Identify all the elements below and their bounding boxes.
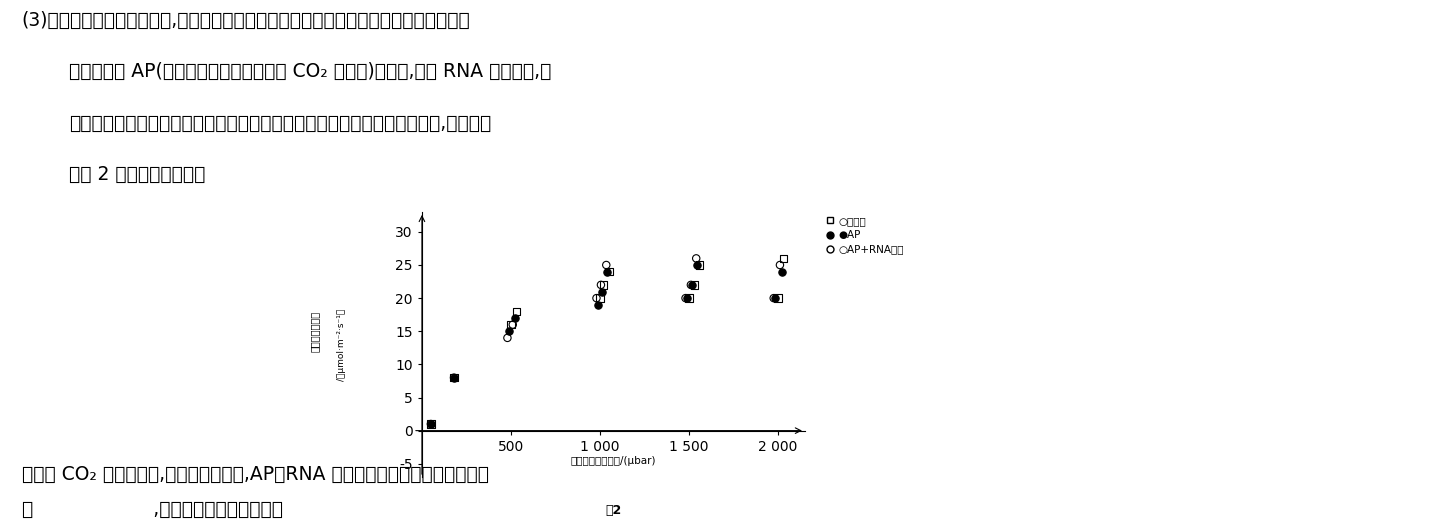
Point — [587, 301, 610, 309]
Point — [770, 267, 793, 276]
Point — [769, 261, 792, 269]
Text: 如图 2 所示。据此回答：: 如图 2 所示。据此回答： — [69, 165, 205, 184]
X-axis label: 胞间二氧化碳浓度/(μbar): 胞间二氧化碳浓度/(μbar) — [571, 456, 656, 466]
Point — [590, 281, 613, 289]
Point — [678, 294, 701, 302]
Point — [497, 327, 520, 335]
Point — [501, 320, 525, 329]
Point — [688, 261, 711, 269]
Point — [504, 307, 527, 316]
Legend: ○野生型, ●AP, ○AP+RNA干扰: ○野生型, ●AP, ○AP+RNA干扰 — [822, 212, 907, 259]
Point — [496, 334, 519, 342]
Point — [685, 261, 708, 269]
Text: 当胞间 CO₂ 浓度较高时,三种类型植株中,AP＋RNA 干扰型光合速率最高的原因可能: 当胞间 CO₂ 浓度较高时,三种类型植株中,AP＋RNA 干扰型光合速率最高的原… — [22, 464, 488, 483]
Point — [762, 294, 785, 302]
Point — [500, 320, 523, 329]
Text: 是                    ,进而促进光合作用过程。: 是 ,进而促进光合作用过程。 — [22, 500, 283, 519]
Point — [590, 287, 613, 296]
Text: /（μmol·m⁻²·s⁻¹）: /（μmol·m⁻²·s⁻¹） — [337, 308, 345, 381]
Point — [442, 373, 465, 382]
Point — [679, 281, 702, 289]
Point — [585, 294, 608, 302]
Point — [764, 294, 788, 302]
Point — [419, 420, 442, 428]
Point — [772, 254, 795, 263]
Point — [676, 294, 699, 302]
Point — [419, 420, 442, 428]
Point — [442, 373, 465, 382]
Point — [595, 267, 618, 276]
Point — [597, 267, 620, 276]
Point — [767, 294, 790, 302]
Point — [673, 294, 696, 302]
Point — [503, 314, 526, 322]
Text: 二氧化碳同化量: 二氧化碳同化量 — [309, 311, 319, 352]
Text: 吸替代途径 AP(依然具有降解乙醇酸产生 CO₂ 的能力)。同时,利用 RNA 干扰技术,降: 吸替代途径 AP(依然具有降解乙醇酸产生 CO₂ 的能力)。同时,利用 RNA … — [69, 62, 552, 81]
Point — [442, 373, 465, 382]
Text: 图2: 图2 — [605, 504, 621, 517]
Point — [683, 281, 707, 289]
Text: (3)根据对光呼吸机理的研究,科研人员利用基因编辑手段设计了只在叶绿体中完成的光呼: (3)根据对光呼吸机理的研究,科研人员利用基因编辑手段设计了只在叶绿体中完成的光… — [22, 11, 471, 30]
Point — [419, 420, 442, 428]
Text: 低叶绿体膜上乙醇酸转运蛋白的表达量。检测三种不同类型植株的光合速率,实验结果: 低叶绿体膜上乙醇酸转运蛋白的表达量。检测三种不同类型植株的光合速率,实验结果 — [69, 113, 491, 132]
Point — [685, 254, 708, 263]
Point — [681, 281, 704, 289]
Point — [588, 294, 611, 302]
Point — [592, 281, 616, 289]
Point — [595, 261, 618, 269]
